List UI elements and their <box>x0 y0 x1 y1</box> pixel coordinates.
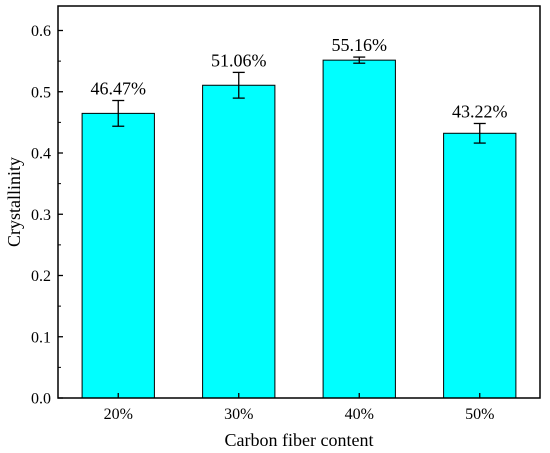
error-bars-layer <box>112 56 486 144</box>
error-bar-50% <box>473 122 486 144</box>
error-bar-30% <box>232 71 245 99</box>
x-tick-label-50%: 50% <box>465 406 494 423</box>
data-labels-layer: 46.47% 51.06% 55.16% 43.22% <box>91 35 508 121</box>
y-axis-title: Crystallinity <box>4 157 24 247</box>
y-tick-label-0.4: 0.4 <box>31 146 51 163</box>
x-axis: 20% 30% 40% 50% <box>104 393 494 423</box>
y-tick-label-0.1: 0.1 <box>31 329 51 346</box>
data-label-30%: 51.06% <box>211 50 267 70</box>
x-tick-label-20%: 20% <box>104 406 133 423</box>
x-tick-label-30%: 30% <box>224 406 253 423</box>
bars-layer <box>81 59 517 399</box>
y-tick-label-0.6: 0.6 <box>31 23 51 40</box>
data-label-20%: 46.47% <box>91 79 147 99</box>
y-tick-label-0.0: 0.0 <box>31 391 51 408</box>
data-label-40%: 55.16% <box>332 35 388 55</box>
data-label-50%: 43.22% <box>452 101 508 121</box>
error-bar-20% <box>112 99 125 127</box>
y-tick-label-0.3: 0.3 <box>31 207 51 224</box>
y-tick-label-0.2: 0.2 <box>31 268 51 285</box>
x-axis-title: Carbon fiber content <box>225 430 374 450</box>
bar-40% <box>322 59 396 399</box>
y-axis: 0.0 0.1 0.2 0.3 0.4 0.5 0.6 <box>31 23 63 408</box>
x-tick-label-40%: 40% <box>345 406 374 423</box>
plot-area-frame <box>57 5 541 399</box>
bar-20% <box>81 112 155 399</box>
bar-30% <box>202 84 276 399</box>
error-bar-40% <box>353 56 366 64</box>
bar-50% <box>443 132 517 399</box>
y-tick-label-0.5: 0.5 <box>31 84 51 101</box>
